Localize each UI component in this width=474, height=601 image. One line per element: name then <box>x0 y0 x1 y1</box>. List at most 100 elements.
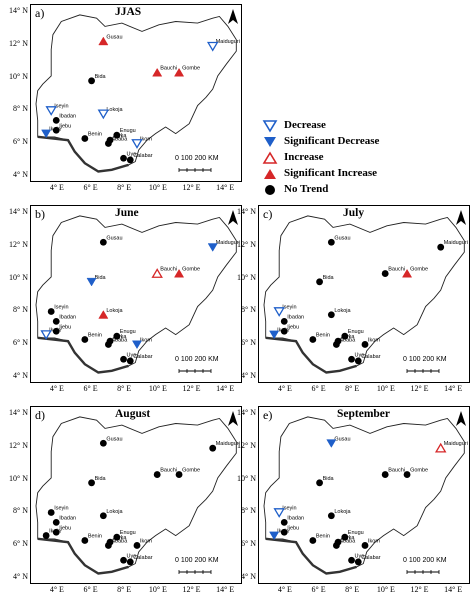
station-marker-no-trend <box>354 558 362 566</box>
station-label: Ikeja <box>49 127 62 133</box>
station-label: Ikom <box>140 136 152 142</box>
station-marker-no-trend <box>52 116 60 124</box>
lon-tick-label: 6° E <box>83 585 98 594</box>
lat-tick-label: 8° N <box>241 305 256 315</box>
lat-tick-label: 10° N <box>9 473 28 483</box>
station-marker-no-trend <box>153 471 161 478</box>
station-marker-decrease <box>273 307 285 317</box>
north-arrow-icon <box>228 411 238 426</box>
station-marker-no-trend <box>104 140 112 147</box>
station-label: Bauchi <box>160 468 177 474</box>
map-legend: Decrease Significant Decrease Increase S… <box>262 118 462 198</box>
station-label: Uyo <box>355 553 365 559</box>
lat-tick-label: 14° N <box>237 407 256 417</box>
station-label: Ibadan <box>287 515 304 521</box>
station-marker-sig-increase <box>174 67 185 77</box>
lat-tick-label: 4° N <box>13 371 28 381</box>
station-marker-no-trend <box>88 77 95 85</box>
lon-tick-label: 4° E <box>277 384 292 393</box>
filled-circle-icon <box>265 185 275 195</box>
station-label: Bauchi <box>388 468 405 474</box>
station-label: Ababa <box>111 136 128 142</box>
lat-tick-label: 8° N <box>13 305 28 315</box>
station-marker-sig-decrease <box>269 531 280 541</box>
nigeria-map: Gusau Maiduguri Bida Bauchi Gombe Iseyin Ibada… <box>263 215 468 374</box>
lon-tick-label: 14° E <box>444 585 463 594</box>
station-label: Benin <box>88 534 102 540</box>
north-arrow-icon <box>456 411 466 426</box>
station-label: Ijebu <box>287 525 299 531</box>
station-label: Ababa <box>111 538 128 544</box>
station-label: Ikom <box>368 337 380 343</box>
station-label: Awka <box>113 535 127 541</box>
station-marker-no-trend <box>104 542 112 549</box>
legend-label-no-trend: No Trend <box>284 183 329 195</box>
station-marker-no-trend <box>88 479 95 487</box>
station-marker-sig-decrease <box>41 129 52 139</box>
station-marker-sig-decrease <box>269 330 280 340</box>
hollow-up-triangle-icon <box>262 151 278 164</box>
lat-tick-label: 10° N <box>237 473 256 483</box>
filled-down-triangle-icon <box>264 137 276 147</box>
map-panel-d: Gusau Maiduguri Bida Bauchi Gombe Iseyin Ibada… <box>30 406 242 584</box>
lon-tick-label: 4° E <box>49 585 64 594</box>
station-marker-no-trend <box>327 512 335 520</box>
station-label: Enugu <box>120 530 136 536</box>
legend-significant-increase: Significant Increase <box>262 166 462 182</box>
map-panel-b: Gusau Maiduguri Bida Bauchi Gombe Iseyin Ibada… <box>30 205 242 383</box>
station-label: Bida <box>323 476 335 482</box>
station-marker-no-trend <box>113 332 121 340</box>
station-label: Ikeja <box>277 529 290 535</box>
station-label: Bida <box>95 74 107 80</box>
hollow-down-triangle-icon <box>262 120 278 133</box>
legend-increase: Increase <box>262 150 462 166</box>
lon-tick-label: 4° E <box>277 585 292 594</box>
station-marker-no-trend <box>354 357 362 365</box>
coastline <box>37 135 129 173</box>
station-marker-sig-increase <box>402 268 413 278</box>
north-arrow <box>455 210 467 228</box>
station-marker-no-trend <box>99 238 107 246</box>
station-label: Bida <box>95 275 107 281</box>
station-marker-no-trend <box>341 332 349 340</box>
lat-tick-label: 4° N <box>13 572 28 582</box>
station-marker-no-trend <box>361 341 369 348</box>
station-label: Calabar <box>361 555 380 561</box>
lon-tick-label: 10° E <box>148 183 167 192</box>
station-marker-no-trend <box>403 471 411 478</box>
lat-tick-label: 12° N <box>237 239 256 249</box>
station-marker-no-trend <box>52 518 60 526</box>
station-marker-no-trend <box>120 355 127 363</box>
station-label: Ijebu <box>59 525 71 531</box>
station-label: Iseyin <box>54 505 68 511</box>
station-label: Awka <box>341 334 355 340</box>
lat-tick-label: 12° N <box>9 38 28 48</box>
lat-tick-label: 12° N <box>9 440 28 450</box>
panel-label: d) <box>35 408 45 422</box>
station-label: Lokoja <box>106 509 123 515</box>
station-label: Lokoja <box>106 308 123 314</box>
station-marker-no-trend <box>52 126 60 134</box>
station-label: Gombe <box>410 468 428 474</box>
station-marker-no-trend <box>133 542 141 549</box>
lon-tick-label: 8° E <box>117 585 132 594</box>
station-marker-sig-decrease <box>131 340 143 350</box>
station-label: Iseyin <box>282 304 296 310</box>
lat-tick-label: 6° N <box>241 539 256 549</box>
north-arrow-icon <box>456 210 466 225</box>
coastline <box>265 537 357 575</box>
lon-tick-label: 10° E <box>148 585 167 594</box>
coastline <box>37 336 129 374</box>
lat-tick-label: 14° N <box>237 206 256 216</box>
station-label: Ijebu <box>287 324 299 330</box>
station-label: Bauchi <box>388 267 405 273</box>
station-label: Enugu <box>348 530 364 536</box>
station-label: Uyo <box>355 352 365 358</box>
map-panel-c: Gusau Maiduguri Bida Bauchi Gombe Iseyin Ibada… <box>258 205 470 383</box>
nigeria-map: Gusau Maiduguri Bida Bauchi Gombe Iseyin Ibada… <box>35 215 240 374</box>
station-marker-no-trend <box>309 537 317 544</box>
lon-tick-label: 4° E <box>49 384 64 393</box>
station-label: Benin <box>88 333 102 339</box>
station-label: Enugu <box>120 329 136 335</box>
panel-title: June <box>115 207 139 219</box>
